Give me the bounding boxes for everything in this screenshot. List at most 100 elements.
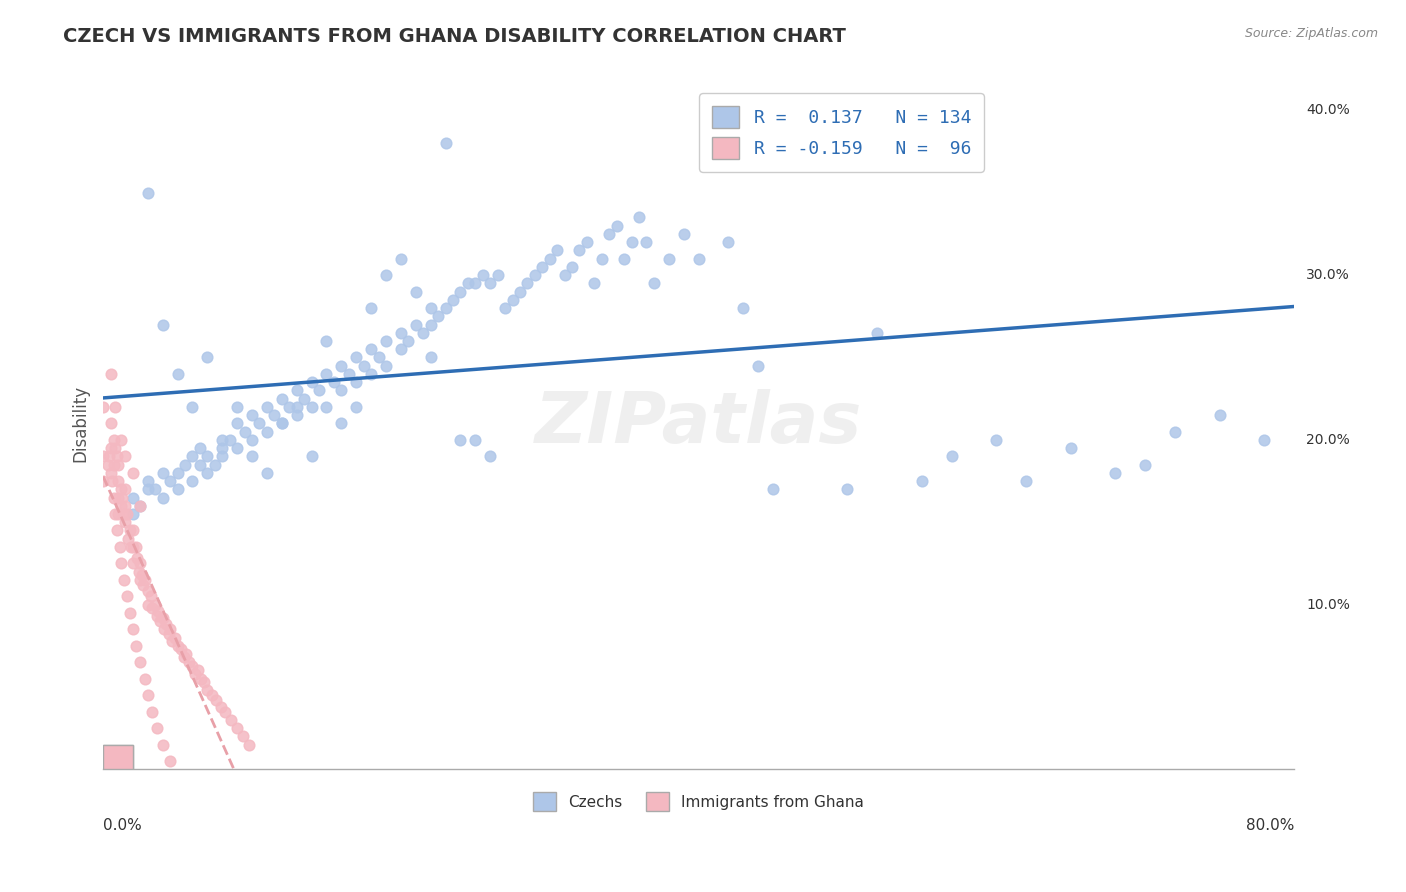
Point xyxy=(91,400,114,414)
Text: 10.0%: 10.0% xyxy=(1306,598,1350,612)
Point xyxy=(118,606,141,620)
Point xyxy=(100,466,122,480)
Text: 80.0%: 80.0% xyxy=(1246,818,1294,833)
Point xyxy=(502,293,524,307)
Point xyxy=(457,277,479,291)
Point xyxy=(441,293,464,307)
Point xyxy=(263,408,285,422)
Point xyxy=(107,491,129,505)
Point xyxy=(152,738,174,752)
Point xyxy=(330,384,353,398)
Point xyxy=(110,557,132,571)
Point xyxy=(181,474,204,488)
Point xyxy=(190,672,212,686)
Point xyxy=(412,326,434,340)
Point xyxy=(145,721,167,735)
Point xyxy=(375,359,398,373)
Point xyxy=(360,301,382,315)
Point xyxy=(405,285,427,299)
Point xyxy=(159,474,181,488)
Point xyxy=(256,400,278,414)
Point xyxy=(100,367,122,381)
Point xyxy=(591,252,613,266)
Point xyxy=(575,235,598,249)
Point xyxy=(97,458,120,472)
Point xyxy=(152,491,174,505)
Point xyxy=(1208,408,1230,422)
Point xyxy=(531,260,554,274)
Point xyxy=(762,483,785,497)
Point xyxy=(270,417,292,431)
Point xyxy=(152,318,174,332)
Point xyxy=(464,277,486,291)
Point xyxy=(256,425,278,439)
Point xyxy=(301,450,323,464)
Point xyxy=(91,450,114,464)
Point xyxy=(211,433,233,447)
Point xyxy=(1133,458,1156,472)
Point xyxy=(1164,425,1187,439)
Point xyxy=(159,622,181,636)
Point xyxy=(249,417,271,431)
Point xyxy=(166,639,188,653)
Point xyxy=(405,318,427,332)
Point xyxy=(100,441,122,455)
Point xyxy=(195,466,218,480)
Point xyxy=(107,458,129,472)
Point xyxy=(449,285,471,299)
Point xyxy=(125,639,148,653)
Point xyxy=(301,375,323,389)
Point xyxy=(181,658,204,673)
Point xyxy=(139,590,162,604)
Text: 20.0%: 20.0% xyxy=(1306,433,1350,447)
Text: 40.0%: 40.0% xyxy=(1306,103,1350,118)
Point xyxy=(344,351,367,365)
Point xyxy=(159,754,181,768)
Point xyxy=(240,450,263,464)
Point xyxy=(166,483,188,497)
Point xyxy=(145,609,167,624)
Point xyxy=(344,400,367,414)
Point xyxy=(866,326,889,340)
Point xyxy=(104,507,127,521)
Point xyxy=(375,334,398,348)
Point xyxy=(479,277,502,291)
Point xyxy=(211,450,233,464)
Point xyxy=(114,499,136,513)
Point xyxy=(166,466,188,480)
Point xyxy=(114,515,136,529)
Point xyxy=(270,417,292,431)
Point xyxy=(108,540,131,554)
Point xyxy=(1104,466,1126,480)
Point xyxy=(330,417,353,431)
Point xyxy=(516,277,538,291)
Point xyxy=(308,384,330,398)
Point xyxy=(337,367,360,381)
Text: Source: ZipAtlas.com: Source: ZipAtlas.com xyxy=(1244,27,1378,40)
Point xyxy=(101,474,124,488)
Point xyxy=(122,491,145,505)
Point xyxy=(285,400,308,414)
Point xyxy=(136,598,159,612)
Point xyxy=(136,474,159,488)
Point xyxy=(103,458,125,472)
Point xyxy=(538,252,561,266)
Point xyxy=(285,408,308,422)
Point xyxy=(112,507,135,521)
Point xyxy=(419,318,441,332)
Point xyxy=(546,244,568,258)
Point xyxy=(211,441,233,455)
Point xyxy=(941,450,963,464)
Point xyxy=(233,425,256,439)
Point xyxy=(613,252,636,266)
Point xyxy=(179,655,201,669)
Point xyxy=(188,441,211,455)
Point xyxy=(1060,441,1083,455)
Point xyxy=(98,450,121,464)
Point xyxy=(107,474,129,488)
Point xyxy=(636,235,658,249)
Text: 30.0%: 30.0% xyxy=(1306,268,1350,282)
Point xyxy=(561,260,583,274)
Point xyxy=(195,351,218,365)
Point xyxy=(658,252,681,266)
